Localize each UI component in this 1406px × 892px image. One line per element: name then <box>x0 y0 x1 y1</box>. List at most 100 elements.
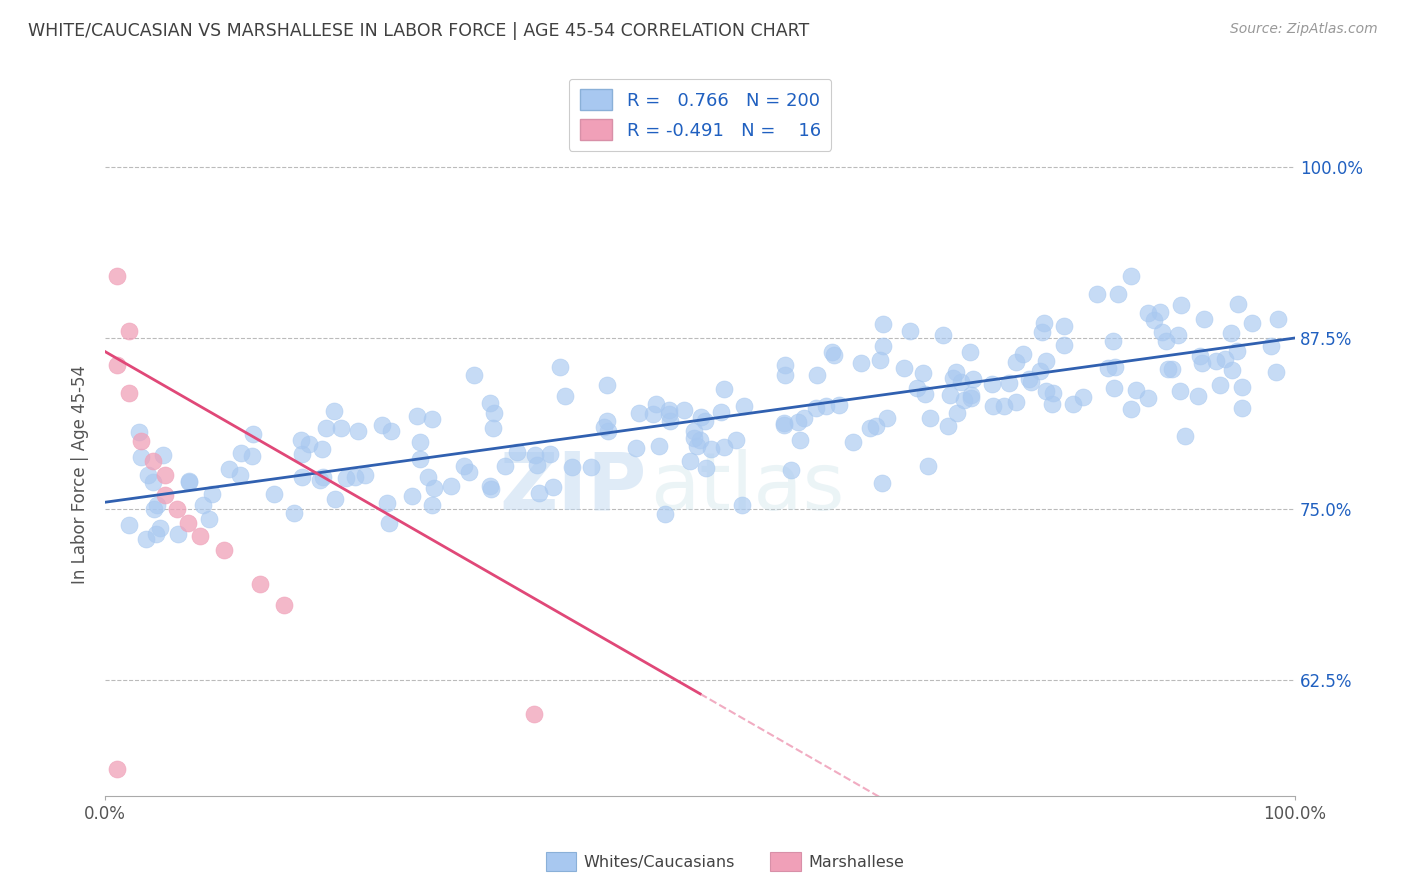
Point <box>273 598 295 612</box>
Point <box>942 370 965 384</box>
Point <box>118 324 141 338</box>
Text: Marshallese: Marshallese <box>808 855 904 870</box>
Point <box>291 470 314 484</box>
Point <box>960 391 983 405</box>
Point <box>105 269 128 284</box>
Point <box>166 502 188 516</box>
Point <box>789 433 811 447</box>
Point <box>806 401 828 415</box>
Point <box>283 506 305 520</box>
Point <box>506 445 529 459</box>
Point <box>596 377 619 392</box>
Point <box>190 529 212 543</box>
Point <box>1029 364 1052 378</box>
Point <box>249 577 271 591</box>
Point <box>869 352 891 367</box>
Point <box>865 419 887 434</box>
Point <box>1191 356 1213 370</box>
Point <box>1265 365 1288 379</box>
Point <box>1005 395 1028 409</box>
Point <box>683 431 706 445</box>
Point <box>1136 306 1159 320</box>
Point <box>1220 363 1243 377</box>
Point <box>592 420 614 434</box>
Point <box>946 406 969 420</box>
Point <box>420 499 443 513</box>
Point <box>641 407 664 421</box>
Point <box>523 448 546 462</box>
Text: ZIP: ZIP <box>499 449 647 526</box>
Point <box>598 424 620 438</box>
Point <box>1085 286 1108 301</box>
Point <box>212 543 235 558</box>
Point <box>526 458 548 472</box>
Point <box>960 388 983 402</box>
Point <box>893 361 915 376</box>
Point <box>938 388 960 402</box>
Point <box>733 399 755 413</box>
Point <box>198 512 221 526</box>
Point <box>731 498 754 512</box>
Point <box>693 413 716 427</box>
Point <box>849 356 872 370</box>
Point <box>463 368 485 383</box>
Point <box>981 376 1004 391</box>
Point <box>416 470 439 484</box>
Point <box>1230 401 1253 416</box>
Point <box>354 467 377 482</box>
Point <box>1107 286 1129 301</box>
Point <box>218 462 240 476</box>
Point <box>780 463 803 477</box>
Point <box>153 467 176 482</box>
Point <box>561 459 583 474</box>
Point <box>1035 384 1057 398</box>
Point <box>423 481 446 495</box>
Point <box>370 418 392 433</box>
Point <box>401 489 423 503</box>
Point <box>335 471 357 485</box>
Point <box>685 439 707 453</box>
Point <box>949 375 972 389</box>
Point <box>409 435 432 450</box>
Point <box>1174 429 1197 443</box>
Point <box>1021 376 1043 390</box>
Point <box>311 442 333 457</box>
Point <box>152 448 174 462</box>
Point <box>1157 362 1180 376</box>
Point <box>1260 339 1282 353</box>
Point <box>522 707 544 722</box>
Point <box>105 359 128 373</box>
Point <box>628 406 651 420</box>
Point <box>1137 392 1160 406</box>
Point <box>841 435 863 450</box>
Point <box>142 475 165 489</box>
Point <box>201 487 224 501</box>
Point <box>920 411 942 425</box>
Point <box>773 418 796 433</box>
Point <box>699 442 721 457</box>
Point <box>105 762 128 776</box>
Point <box>240 450 263 464</box>
Point <box>1209 377 1232 392</box>
Point <box>406 409 429 423</box>
Point <box>1150 325 1173 339</box>
Point <box>440 479 463 493</box>
Point <box>143 501 166 516</box>
Point <box>129 434 152 448</box>
Point <box>290 434 312 448</box>
Point <box>1189 349 1212 363</box>
Point <box>231 446 253 460</box>
Point <box>1125 383 1147 397</box>
Point <box>193 498 215 512</box>
Point <box>1225 344 1247 359</box>
Point <box>905 381 928 395</box>
Point <box>1062 396 1084 410</box>
Point <box>917 458 939 473</box>
Point <box>689 433 711 447</box>
Point <box>1187 389 1209 403</box>
Point <box>773 416 796 430</box>
Point <box>962 372 984 386</box>
Point <box>945 365 967 379</box>
Point <box>375 496 398 510</box>
Point <box>1170 298 1192 312</box>
